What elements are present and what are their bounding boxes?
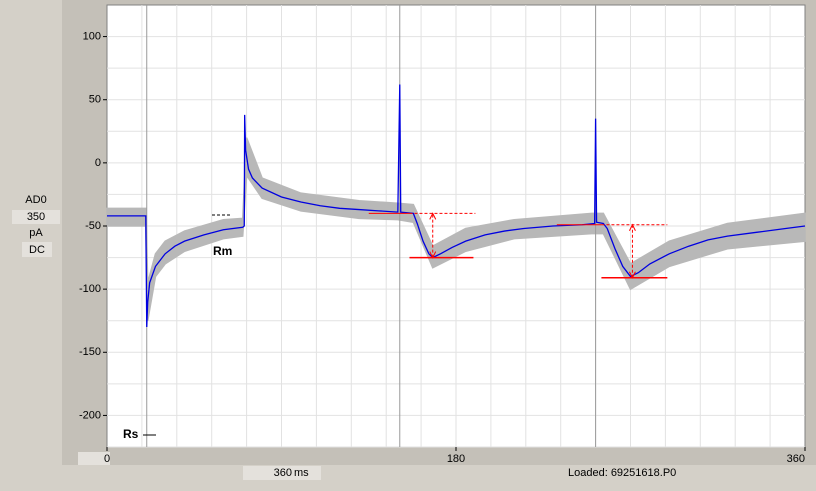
status-text: Loaded: 69251618.P0 [568, 467, 676, 479]
arrow-head [429, 212, 437, 220]
y-tick-label: 50 [89, 94, 101, 106]
y-tick-label: 100 [83, 30, 101, 42]
coupling-box[interactable] [22, 242, 52, 257]
sweep-length: 360 [274, 467, 292, 479]
range-value: 350 [27, 211, 45, 223]
y-tick-label: -100 [79, 283, 101, 295]
arrow-head [628, 223, 636, 231]
arrow-head [429, 251, 437, 259]
trace [107, 84, 806, 328]
annotation: Rs [123, 427, 139, 441]
unit-label: pA [29, 227, 43, 239]
annotation: Rm [213, 244, 232, 258]
start-box[interactable] [78, 452, 110, 465]
y-tick-label: -150 [79, 346, 101, 358]
range-box[interactable] [12, 210, 60, 224]
channel-label: AD0 [25, 194, 46, 206]
x-tick-label: 360 [787, 453, 805, 465]
arrow-head [628, 271, 636, 279]
y-tick-label: -50 [85, 220, 101, 232]
x-tick-label: 0 [104, 453, 110, 465]
coupling-label: DC [29, 244, 45, 256]
y-tick-label: -200 [79, 409, 101, 421]
y-tick-label: 0 [95, 157, 101, 169]
x-tick-label: 180 [447, 453, 465, 465]
sweep-box[interactable] [243, 466, 321, 480]
sweep-unit: ms [294, 467, 309, 479]
